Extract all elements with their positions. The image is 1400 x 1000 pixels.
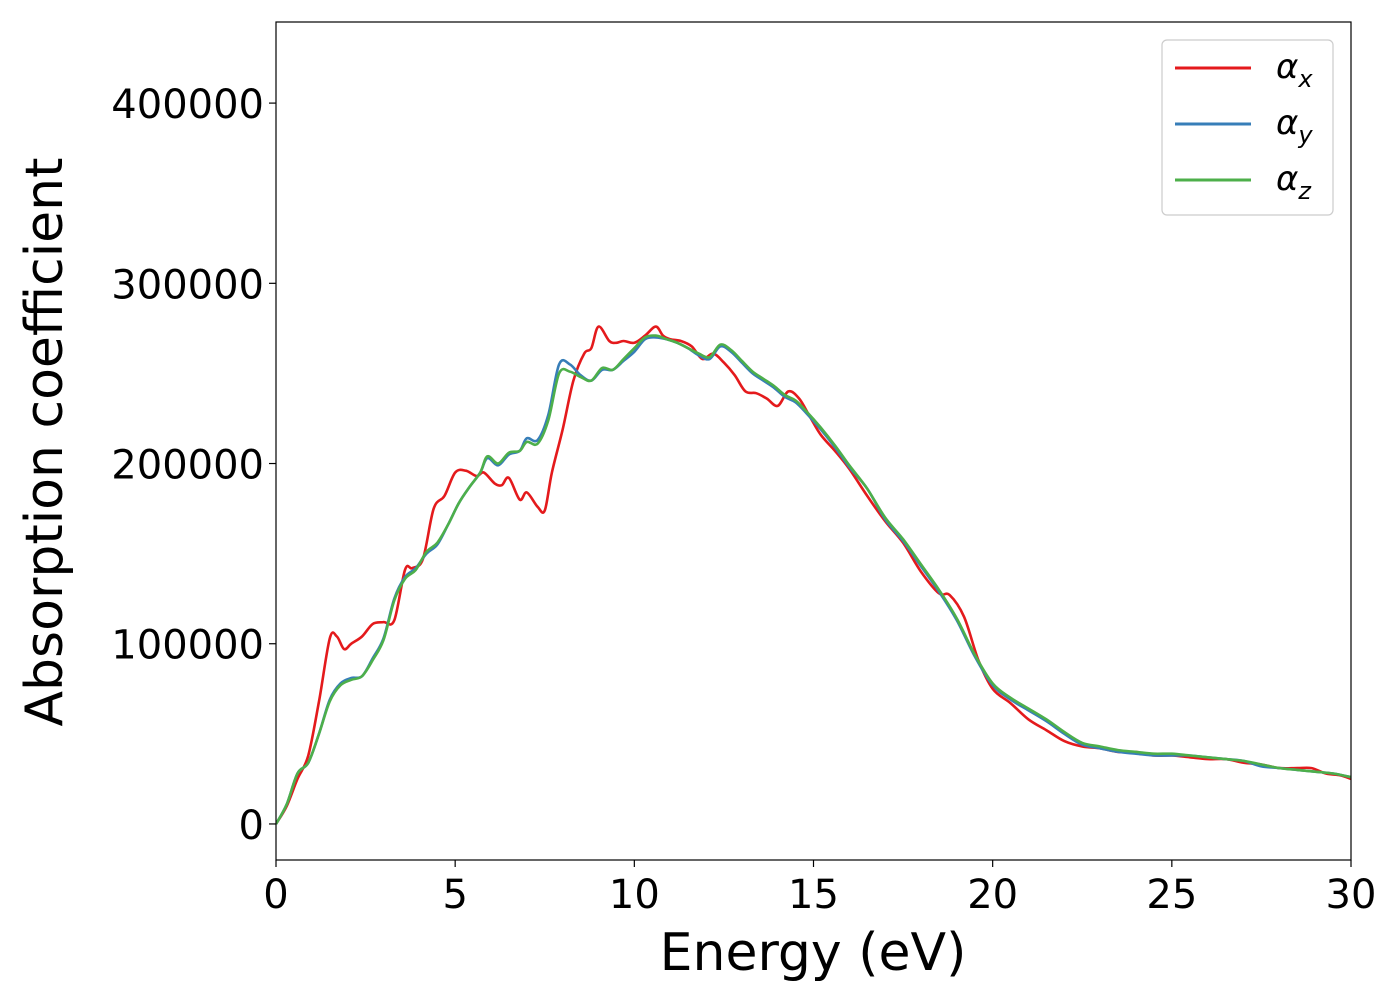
x-tick-label: 20 xyxy=(967,872,1018,918)
x-tick-label: 15 xyxy=(788,872,839,918)
x-tick-label: 5 xyxy=(442,872,467,918)
x-tick-label: 0 xyxy=(263,872,288,918)
x-tick-label: 10 xyxy=(609,872,660,918)
x-tick-label: 25 xyxy=(1146,872,1197,918)
legend-symbol: α xyxy=(1276,47,1298,87)
legend-subscript: x xyxy=(1297,65,1313,93)
y-tick-label: 300000 xyxy=(111,262,264,308)
legend-box xyxy=(1161,39,1334,216)
x-tick-label: 30 xyxy=(1326,872,1377,918)
series-line-y xyxy=(276,336,1351,825)
y-tick-label: 0 xyxy=(239,803,264,849)
legend-label-y: αy xyxy=(1276,103,1313,149)
y-tick-label: 200000 xyxy=(111,443,264,489)
legend-label-x: αx xyxy=(1276,47,1313,93)
y-tick-label: 400000 xyxy=(111,82,264,128)
series-line-x xyxy=(276,325,1351,825)
legend-symbol: α xyxy=(1276,103,1298,143)
series-line-z xyxy=(276,334,1351,825)
y-axis-title: Absorption coefficient xyxy=(15,157,75,726)
legend-subscript: y xyxy=(1297,121,1313,149)
legend-symbol: α xyxy=(1276,159,1298,199)
series-layer xyxy=(276,325,1351,825)
y-tick-label: 100000 xyxy=(111,623,264,669)
tick-layer: 0 5 10 15 20 25 30 0 100000 200000 300000 400000 xyxy=(111,82,1376,918)
legend-subscript: z xyxy=(1297,177,1312,205)
x-axis-title: Energy (eV) xyxy=(660,923,967,983)
legend-label-z: αz xyxy=(1276,159,1312,205)
